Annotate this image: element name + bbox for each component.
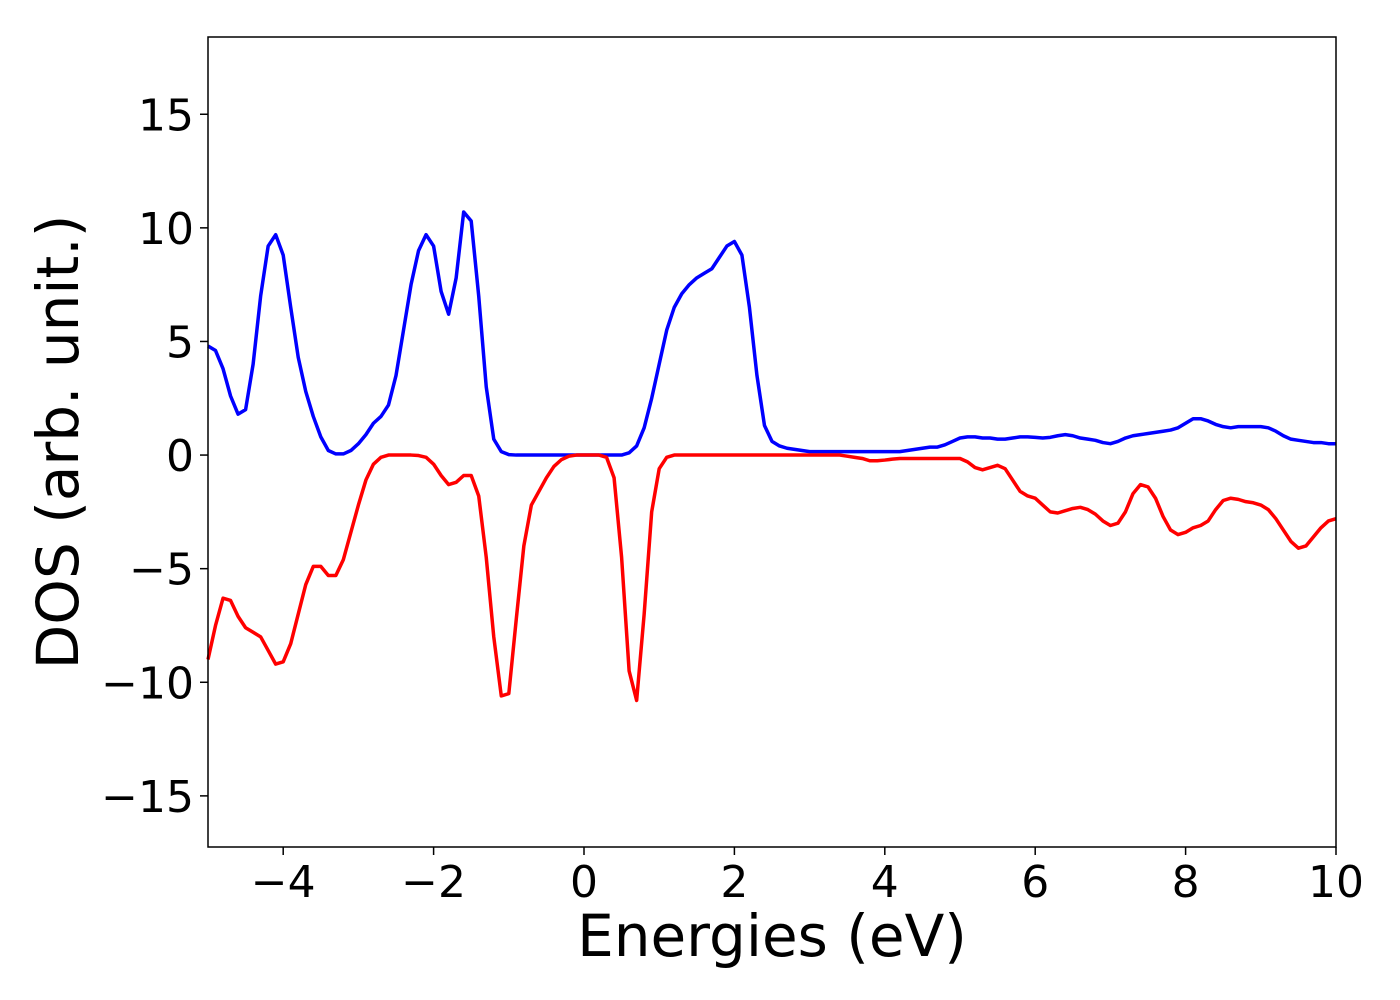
dos-line (207, 210, 1336, 457)
y-tick-label: −10 (101, 658, 194, 709)
x-tick-label: 8 (1172, 857, 1200, 908)
y-tick-label: −15 (101, 772, 194, 823)
y-tick-label: 15 (138, 90, 194, 141)
x-tick-label: 2 (720, 857, 748, 908)
x-tick-label: −4 (251, 857, 316, 908)
x-tick-label: 0 (570, 857, 598, 908)
dos-line (206, 453, 1337, 703)
x-tick-label: 10 (1308, 857, 1364, 908)
x-tick-label: 4 (871, 857, 899, 908)
plot-frame (207, 36, 1337, 848)
y-axis-label: DOS (arb. unit.) (24, 215, 92, 670)
x-tick-label: 6 (1021, 857, 1049, 908)
y-tick-label: −5 (129, 545, 194, 596)
y-tick-label: 5 (166, 317, 194, 368)
y-tick-label: 0 (166, 431, 194, 482)
y-tick-label: 10 (138, 204, 194, 255)
x-axis-label: Energies (eV) (577, 902, 967, 970)
x-tick-label: −2 (401, 857, 466, 908)
